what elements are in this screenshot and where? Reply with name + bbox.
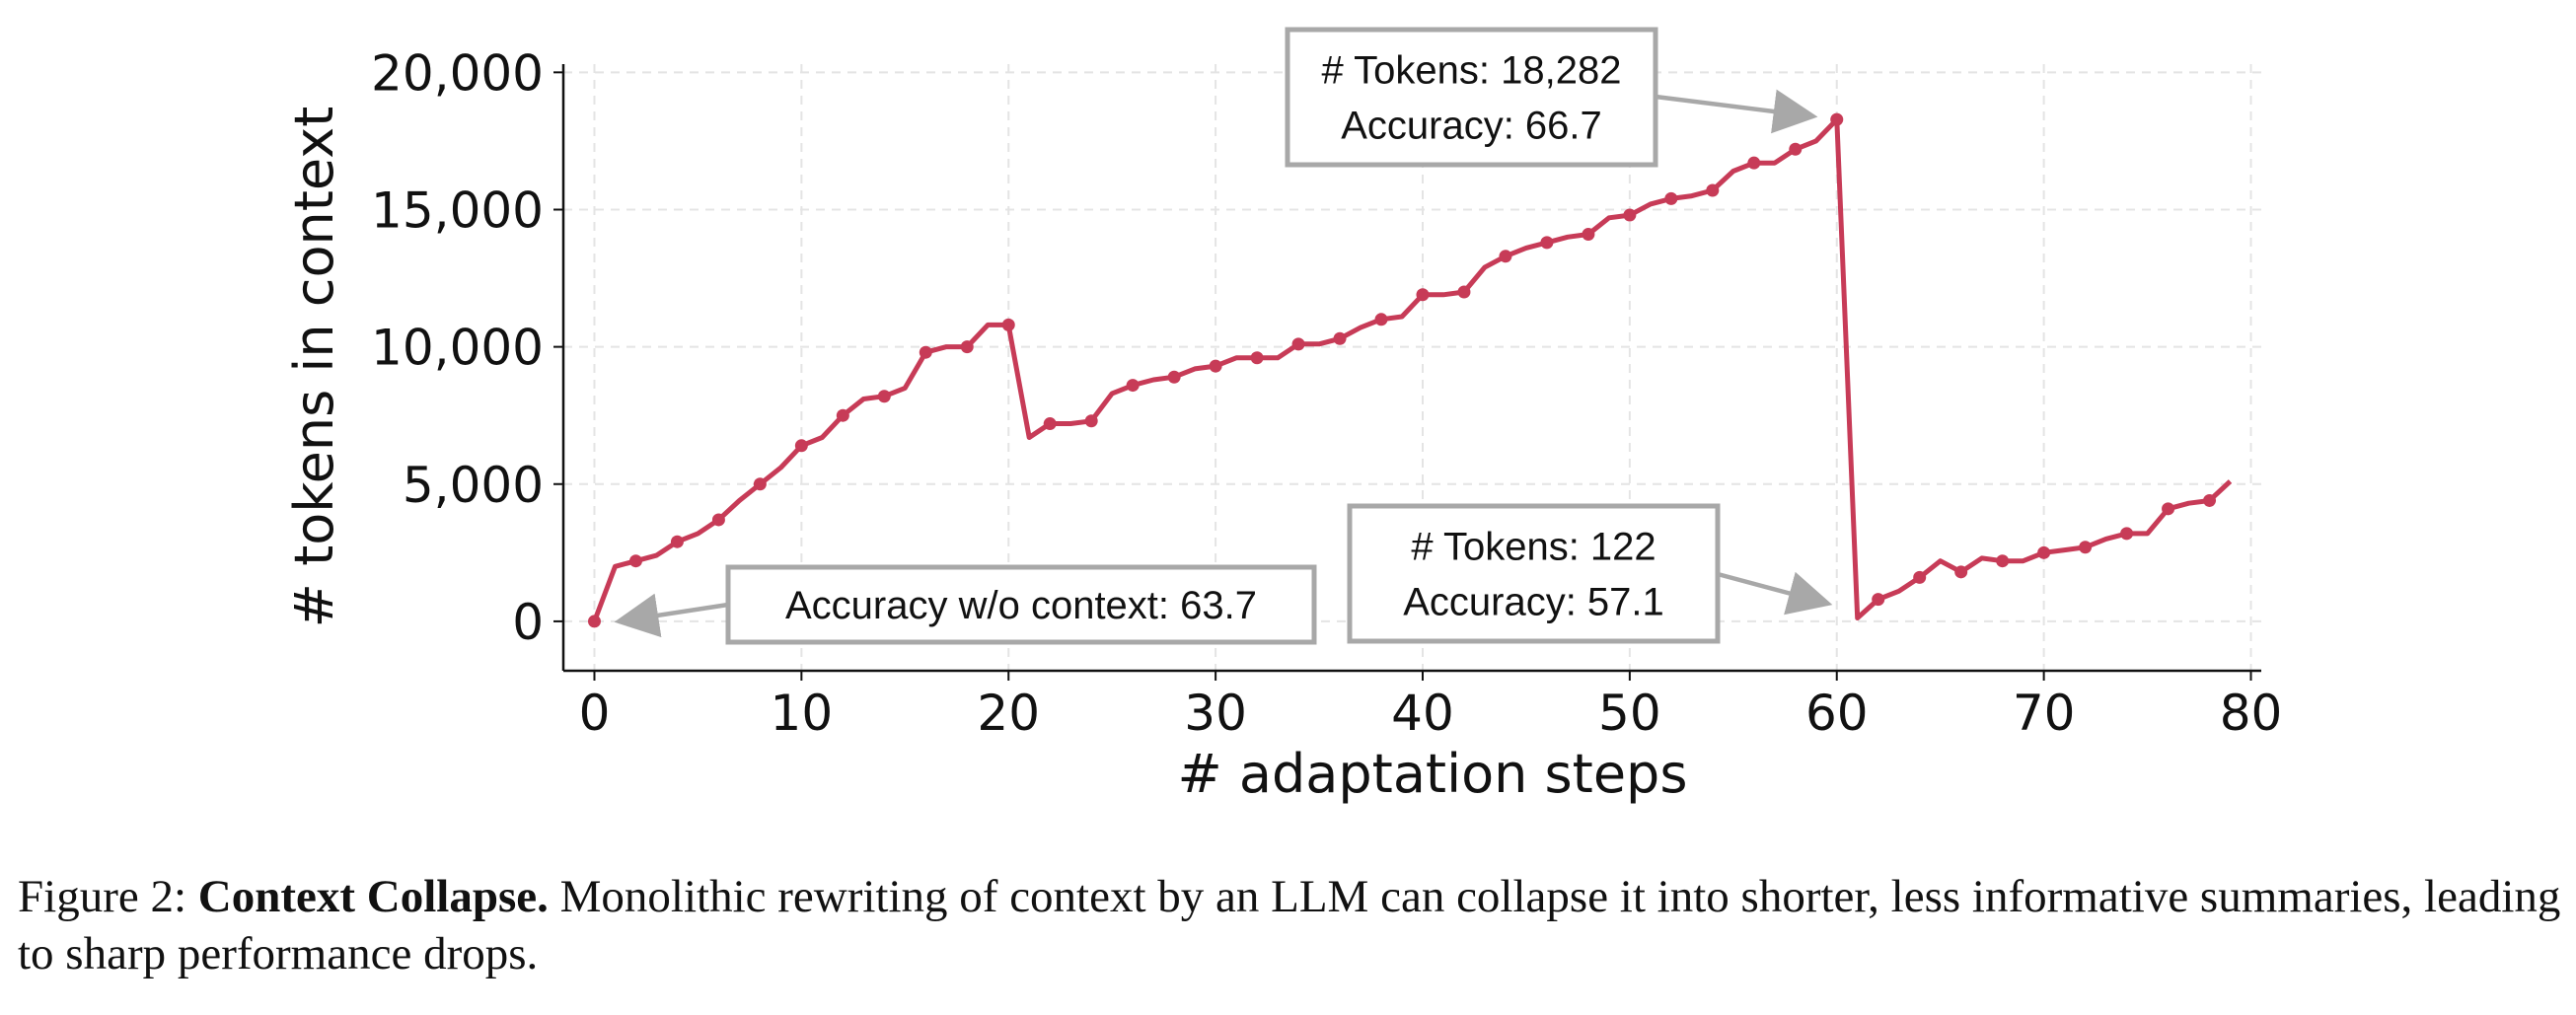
data-point <box>711 513 725 527</box>
annotation-text: Accuracy w/o context: 63.7 <box>785 584 1257 627</box>
data-point <box>1747 156 1761 170</box>
axes <box>553 64 2261 681</box>
data-point <box>1457 285 1471 299</box>
data-point <box>794 439 808 453</box>
x-tick-label: 30 <box>1184 685 1247 742</box>
x-tick-label: 10 <box>771 685 834 742</box>
data-point <box>1664 191 1678 205</box>
line-chart: 0 10 20 30 40 50 60 70 80 0 5,000 10,000 15,000 20,00… <box>283 27 2282 805</box>
annotation-arrow <box>1655 89 1818 134</box>
data-point <box>1996 554 2010 568</box>
annotation-box <box>1285 27 1658 168</box>
data-point <box>1830 112 1844 126</box>
data-point <box>919 345 932 359</box>
data-point <box>836 408 849 422</box>
annotation-peak: # Tokens: 18,282 Accuracy: 66.7 <box>1285 27 1818 168</box>
data-point <box>1084 414 1098 428</box>
x-axis-title: # adaptation steps <box>1178 743 1688 805</box>
annotation-text: # Tokens: 18,282 <box>1322 49 1622 93</box>
data-point <box>1126 379 1140 393</box>
data-point <box>1209 359 1222 373</box>
data-point <box>2203 493 2217 507</box>
data-point <box>1623 208 1637 222</box>
data-point <box>1954 565 1968 579</box>
y-tick-label: 10,000 <box>371 320 544 377</box>
data-point <box>587 615 601 628</box>
data-point <box>1250 351 1264 365</box>
annotation-text: Accuracy: 57.1 <box>1403 581 1664 624</box>
x-tick-label: 20 <box>977 685 1040 742</box>
tick-labels: 0 10 20 30 40 50 60 70 80 0 5,000 10,000 15,000 20,00… <box>371 44 2282 742</box>
y-tick-label: 15,000 <box>371 181 544 239</box>
data-point <box>1540 236 1554 250</box>
annotation-text: # Tokens: 122 <box>1411 526 1656 569</box>
x-tick-label: 0 <box>579 685 611 742</box>
data-point <box>1043 417 1057 431</box>
annotation-text: Accuracy: 66.7 <box>1341 105 1602 148</box>
data-point <box>1167 370 1181 384</box>
x-tick-label: 60 <box>1805 685 1869 742</box>
series <box>587 112 2233 628</box>
data-point <box>1872 593 1885 607</box>
caption-title: Context Collapse. <box>197 871 549 922</box>
data-point <box>1291 337 1305 351</box>
data-point <box>1333 331 1347 345</box>
data-point <box>2079 541 2093 554</box>
data-point <box>1706 183 1720 197</box>
y-tick-label: 5,000 <box>403 457 544 514</box>
x-tick-label: 40 <box>1391 685 1454 742</box>
data-point <box>2037 545 2051 559</box>
data-point <box>670 535 684 548</box>
data-point <box>1416 288 1430 302</box>
annotation-arrow <box>1717 571 1833 616</box>
caption-label: Figure 2: <box>18 871 187 922</box>
y-tick-label: 0 <box>512 594 544 651</box>
data-point <box>1499 250 1512 263</box>
annotation-collapse: # Tokens: 122 Accuracy: 57.1 <box>1347 503 1833 644</box>
data-point <box>1582 228 1595 242</box>
data-point <box>960 340 974 354</box>
x-tick-label: 70 <box>2013 685 2076 742</box>
data-point <box>1374 313 1388 326</box>
y-tick-label: 20,000 <box>371 44 544 102</box>
figure-caption: Figure 2: Context Collapse. Monolithic r… <box>18 868 2563 982</box>
annotation-baseline: Accuracy w/o context: 63.7 <box>614 564 1317 645</box>
caption-text: Monolithic rewriting of context by an LL… <box>18 871 2561 979</box>
annotation-box <box>725 564 1317 645</box>
data-point <box>2120 527 2134 541</box>
data-point <box>1913 570 1927 584</box>
data-point <box>2162 502 2175 516</box>
data-point <box>877 390 891 403</box>
data-point <box>1001 318 1015 331</box>
x-tick-label: 80 <box>2220 685 2283 742</box>
annotation-box <box>1347 503 1721 644</box>
x-tick-label: 50 <box>1598 685 1661 742</box>
y-axis-title: # tokens in context <box>283 107 345 628</box>
data-point <box>628 554 642 568</box>
annotation-arrow <box>614 593 729 638</box>
data-point <box>753 477 767 491</box>
data-point <box>1789 142 1803 156</box>
